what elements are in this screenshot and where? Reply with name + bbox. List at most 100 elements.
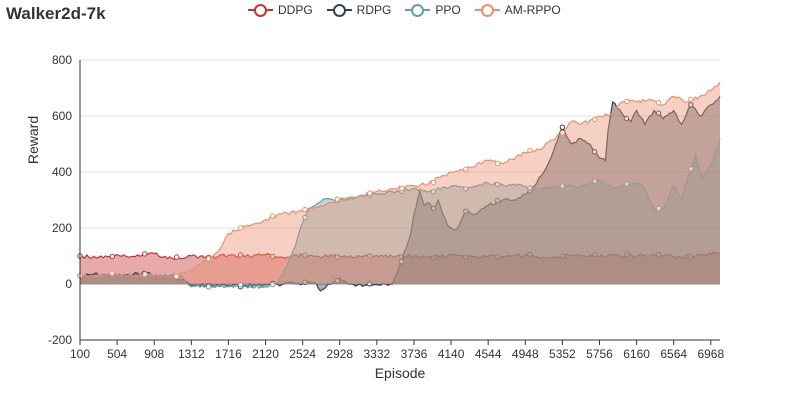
series-area-am-rppo xyxy=(80,82,720,285)
data-point xyxy=(591,149,598,155)
data-point xyxy=(367,253,373,259)
data-point xyxy=(399,185,405,192)
data-point xyxy=(495,254,501,260)
data-point xyxy=(559,124,566,130)
data-point xyxy=(334,278,341,284)
data-point xyxy=(495,181,501,188)
legend-item-ppo[interactable]: PPO xyxy=(405,3,461,17)
data-point xyxy=(302,206,308,213)
data-point xyxy=(463,186,469,192)
data-point xyxy=(688,96,694,103)
data-point xyxy=(366,281,373,287)
x-tick-label: 6968 xyxy=(697,347,724,361)
data-point xyxy=(527,185,533,191)
legend-swatch-icon xyxy=(405,3,431,17)
data-point xyxy=(430,189,437,195)
legend-label: DDPG xyxy=(278,3,313,17)
data-point xyxy=(430,179,437,186)
data-point xyxy=(559,253,566,259)
x-tick-label: 2928 xyxy=(326,347,353,361)
series-line-rdpg xyxy=(79,96,721,292)
data-point xyxy=(592,252,598,258)
data-point xyxy=(592,116,598,123)
y-tick-label: -200 xyxy=(48,333,72,347)
data-point xyxy=(623,115,630,122)
x-tick-label: 4948 xyxy=(512,347,539,361)
series-area-ddpg xyxy=(80,251,720,284)
data-point xyxy=(237,252,244,258)
data-point xyxy=(173,273,180,280)
data-point xyxy=(237,282,244,288)
data-point xyxy=(688,102,694,108)
data-point xyxy=(334,254,341,260)
x-tick-label: 2524 xyxy=(289,347,316,361)
legend-label: PPO xyxy=(435,3,461,17)
data-point xyxy=(109,270,115,276)
y-tick-label: 800 xyxy=(52,53,72,67)
chart-title: Walker2d-7k xyxy=(6,4,106,23)
data-point xyxy=(174,254,180,260)
data-point xyxy=(687,253,694,259)
legend-item-am-rppo[interactable]: AM-RPPO xyxy=(474,3,561,17)
y-tick-label: 400 xyxy=(52,165,72,179)
legend-swatch-icon xyxy=(248,3,273,17)
legend-item-ddpg[interactable]: DDPG xyxy=(248,3,313,17)
legend-swatch-icon xyxy=(474,3,500,17)
data-point xyxy=(205,256,212,262)
data-point xyxy=(238,225,244,231)
x-axis-label: Episode xyxy=(375,365,426,381)
x-tick-label: 1312 xyxy=(178,347,205,361)
x-tick-label: 504 xyxy=(107,347,127,361)
x-tick-label: 6564 xyxy=(660,347,687,361)
legend-label: AM-RPPO xyxy=(504,3,561,17)
data-point xyxy=(269,253,276,260)
legend: DDPG RDPG PPO AM-RPPO xyxy=(248,3,561,17)
x-tick-label: 2120 xyxy=(252,347,279,361)
data-point xyxy=(559,130,566,136)
series-rdpg xyxy=(77,96,721,292)
series-am-rppo xyxy=(77,82,721,285)
x-tick-label: 6160 xyxy=(623,347,650,361)
data-point xyxy=(559,183,566,189)
data-point xyxy=(495,198,501,204)
data-point xyxy=(624,98,630,105)
data-point xyxy=(269,213,276,219)
data-point xyxy=(624,181,630,187)
data-point xyxy=(398,258,405,265)
data-point xyxy=(302,279,308,285)
data-point xyxy=(302,214,308,221)
data-point xyxy=(109,253,116,260)
y-tick-label: 200 xyxy=(52,221,72,235)
y-tick-label: 600 xyxy=(52,109,72,123)
series-ddpg xyxy=(77,251,721,284)
legend-swatch-icon xyxy=(326,3,352,17)
data-point xyxy=(527,147,533,154)
data-point xyxy=(655,205,662,212)
data-point xyxy=(495,160,501,167)
data-point xyxy=(430,255,437,261)
x-tick-label: 3332 xyxy=(364,347,391,361)
y-tick-label: 0 xyxy=(65,277,72,291)
data-point xyxy=(367,190,373,196)
data-point xyxy=(463,254,469,260)
data-point xyxy=(270,281,276,288)
data-point xyxy=(527,251,533,258)
x-tick-label: 4140 xyxy=(438,347,465,361)
data-point xyxy=(592,178,598,184)
data-point xyxy=(142,271,148,277)
x-tick-label: 1716 xyxy=(215,347,242,361)
series-area-rdpg xyxy=(80,96,720,292)
data-point xyxy=(624,251,630,257)
series-area-ppo xyxy=(80,138,720,289)
data-point xyxy=(302,252,308,258)
legend-item-rdpg[interactable]: RDPG xyxy=(326,3,392,17)
legend-label: RDPG xyxy=(356,3,392,17)
data-point xyxy=(655,110,662,116)
x-tick-label: 3736 xyxy=(401,347,428,361)
x-tick-label: 4544 xyxy=(475,347,502,361)
y-axis-label: Reward xyxy=(25,116,41,164)
data-point xyxy=(463,208,469,214)
data-point xyxy=(430,205,437,212)
x-tick-label: 100 xyxy=(70,347,90,361)
